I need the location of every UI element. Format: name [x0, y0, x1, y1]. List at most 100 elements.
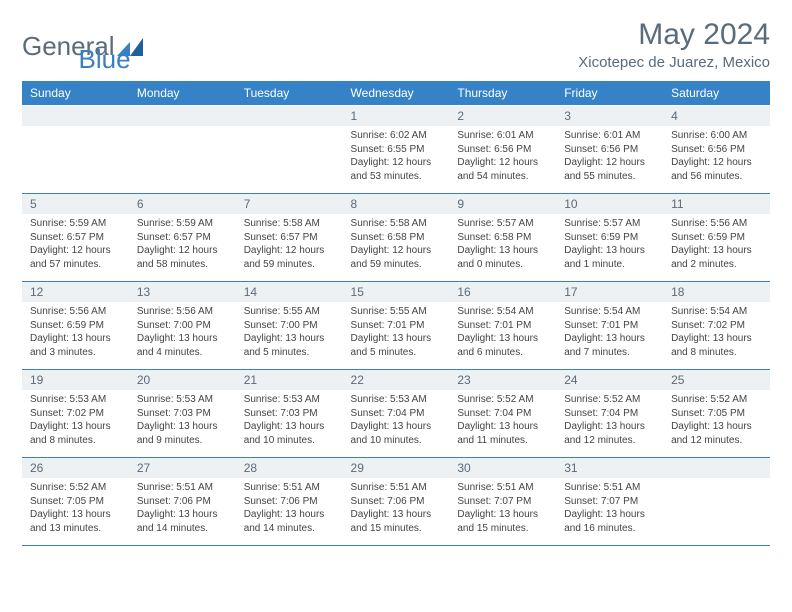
- detail-line: Daylight: 13 hours: [671, 244, 764, 258]
- detail-line: Sunset: 7:04 PM: [564, 407, 657, 421]
- detail-line: Sunset: 7:03 PM: [137, 407, 230, 421]
- day-detail: Sunrise: 5:51 AMSunset: 7:06 PMDaylight:…: [129, 478, 236, 546]
- detail-line: and 14 minutes.: [137, 522, 230, 536]
- day-num: [663, 458, 770, 479]
- detail-line: Sunrise: 5:53 AM: [30, 393, 123, 407]
- week-2-details: Sunrise: 5:56 AMSunset: 6:59 PMDaylight:…: [22, 302, 770, 370]
- detail-line: Sunset: 7:00 PM: [244, 319, 337, 333]
- day-num: 23: [449, 370, 556, 391]
- detail-line: Sunset: 7:05 PM: [671, 407, 764, 421]
- day-num: 11: [663, 194, 770, 215]
- day-num: 5: [22, 194, 129, 215]
- detail-line: Sunset: 7:06 PM: [351, 495, 444, 509]
- day-num: 1: [343, 106, 450, 127]
- detail-line: and 10 minutes.: [244, 434, 337, 448]
- day-detail: Sunrise: 5:56 AMSunset: 7:00 PMDaylight:…: [129, 302, 236, 370]
- day-num: 2: [449, 106, 556, 127]
- detail-line: Sunrise: 5:55 AM: [244, 305, 337, 319]
- detail-line: Sunrise: 5:58 AM: [244, 217, 337, 231]
- detail-line: and 59 minutes.: [351, 258, 444, 272]
- detail-line: and 4 minutes.: [137, 346, 230, 360]
- week-1-nums: 567891011: [22, 194, 770, 215]
- detail-line: Daylight: 13 hours: [137, 508, 230, 522]
- day-detail: Sunrise: 5:52 AMSunset: 7:04 PMDaylight:…: [449, 390, 556, 458]
- detail-line: Sunrise: 5:58 AM: [351, 217, 444, 231]
- week-4-details: Sunrise: 5:52 AMSunset: 7:05 PMDaylight:…: [22, 478, 770, 546]
- detail-line: Daylight: 12 hours: [671, 156, 764, 170]
- day-num: 18: [663, 282, 770, 303]
- detail-line: Sunrise: 5:54 AM: [564, 305, 657, 319]
- day-num: 10: [556, 194, 663, 215]
- detail-line: and 14 minutes.: [244, 522, 337, 536]
- day-detail: [22, 126, 129, 194]
- week-0-details: Sunrise: 6:02 AMSunset: 6:55 PMDaylight:…: [22, 126, 770, 194]
- detail-line: Sunrise: 5:53 AM: [244, 393, 337, 407]
- detail-line: and 15 minutes.: [457, 522, 550, 536]
- detail-line: and 16 minutes.: [564, 522, 657, 536]
- detail-line: and 56 minutes.: [671, 170, 764, 184]
- day-detail: Sunrise: 5:55 AMSunset: 7:00 PMDaylight:…: [236, 302, 343, 370]
- detail-line: Sunset: 6:58 PM: [457, 231, 550, 245]
- detail-line: Sunset: 6:57 PM: [244, 231, 337, 245]
- detail-line: and 6 minutes.: [457, 346, 550, 360]
- detail-line: Sunrise: 5:51 AM: [564, 481, 657, 495]
- day-detail: Sunrise: 5:55 AMSunset: 7:01 PMDaylight:…: [343, 302, 450, 370]
- logo: General Blue: [22, 18, 131, 75]
- day-num: 3: [556, 106, 663, 127]
- day-num: 15: [343, 282, 450, 303]
- detail-line: Sunrise: 6:00 AM: [671, 129, 764, 143]
- location: Xicotepec de Juarez, Mexico: [578, 54, 770, 71]
- detail-line: and 2 minutes.: [671, 258, 764, 272]
- day-num: 21: [236, 370, 343, 391]
- day-num: 25: [663, 370, 770, 391]
- detail-line: and 59 minutes.: [244, 258, 337, 272]
- detail-line: and 1 minute.: [564, 258, 657, 272]
- day-detail: Sunrise: 5:52 AMSunset: 7:05 PMDaylight:…: [22, 478, 129, 546]
- detail-line: and 5 minutes.: [351, 346, 444, 360]
- day-detail: Sunrise: 6:02 AMSunset: 6:55 PMDaylight:…: [343, 126, 450, 194]
- dow-saturday: Saturday: [663, 81, 770, 106]
- day-detail: Sunrise: 5:58 AMSunset: 6:57 PMDaylight:…: [236, 214, 343, 282]
- detail-line: Sunset: 6:56 PM: [564, 143, 657, 157]
- week-3-nums: 19202122232425: [22, 370, 770, 391]
- detail-line: Daylight: 12 hours: [564, 156, 657, 170]
- day-detail: [236, 126, 343, 194]
- day-num: 7: [236, 194, 343, 215]
- day-num: 30: [449, 458, 556, 479]
- detail-line: and 55 minutes.: [564, 170, 657, 184]
- day-num: 22: [343, 370, 450, 391]
- detail-line: Sunrise: 5:51 AM: [244, 481, 337, 495]
- detail-line: Sunrise: 5:57 AM: [564, 217, 657, 231]
- logo-text-2: Blue: [79, 44, 131, 75]
- day-num: [22, 106, 129, 127]
- day-num: 16: [449, 282, 556, 303]
- detail-line: Sunrise: 5:59 AM: [30, 217, 123, 231]
- detail-line: Sunrise: 5:53 AM: [351, 393, 444, 407]
- detail-line: Sunrise: 5:52 AM: [671, 393, 764, 407]
- detail-line: Sunrise: 5:52 AM: [30, 481, 123, 495]
- day-detail: Sunrise: 6:01 AMSunset: 6:56 PMDaylight:…: [556, 126, 663, 194]
- detail-line: and 13 minutes.: [30, 522, 123, 536]
- detail-line: and 10 minutes.: [351, 434, 444, 448]
- detail-line: Daylight: 13 hours: [30, 332, 123, 346]
- day-num: 26: [22, 458, 129, 479]
- detail-line: and 15 minutes.: [351, 522, 444, 536]
- detail-line: Sunset: 7:06 PM: [137, 495, 230, 509]
- month-title: May 2024: [578, 18, 770, 52]
- header: General Blue May 2024 Xicotepec de Juare…: [22, 18, 770, 75]
- detail-line: Daylight: 13 hours: [671, 420, 764, 434]
- day-detail: Sunrise: 5:51 AMSunset: 7:07 PMDaylight:…: [556, 478, 663, 546]
- detail-line: Daylight: 12 hours: [457, 156, 550, 170]
- detail-line: Daylight: 13 hours: [564, 244, 657, 258]
- day-detail: Sunrise: 5:59 AMSunset: 6:57 PMDaylight:…: [22, 214, 129, 282]
- detail-line: Daylight: 12 hours: [244, 244, 337, 258]
- week-1-details: Sunrise: 5:59 AMSunset: 6:57 PMDaylight:…: [22, 214, 770, 282]
- dow-wednesday: Wednesday: [343, 81, 450, 106]
- title-block: May 2024 Xicotepec de Juarez, Mexico: [578, 18, 770, 71]
- dow-row: SundayMondayTuesdayWednesdayThursdayFrid…: [22, 81, 770, 106]
- detail-line: Sunset: 6:56 PM: [671, 143, 764, 157]
- detail-line: Daylight: 13 hours: [671, 332, 764, 346]
- day-num: 13: [129, 282, 236, 303]
- detail-line: Sunset: 7:07 PM: [564, 495, 657, 509]
- detail-line: Sunset: 6:56 PM: [457, 143, 550, 157]
